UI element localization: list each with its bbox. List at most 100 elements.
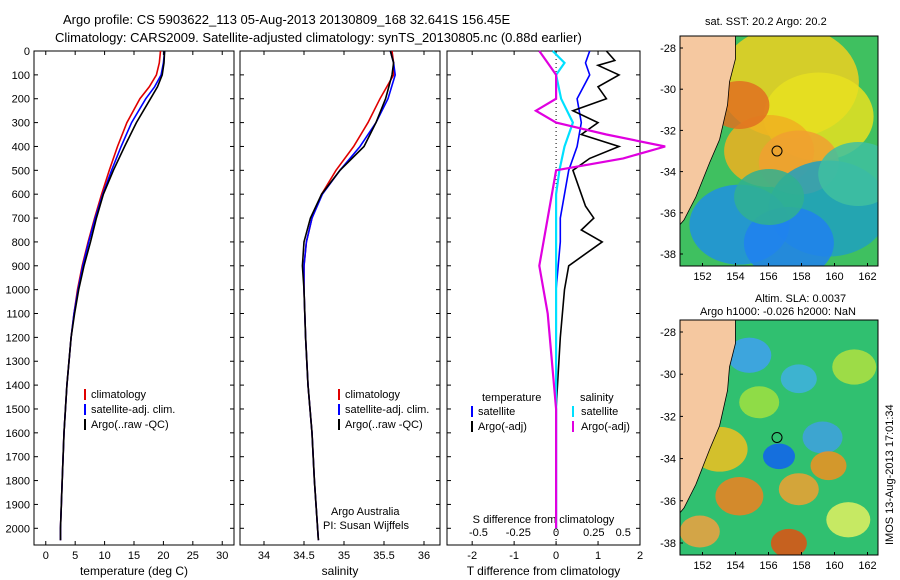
xaxis-label: salinity	[322, 564, 359, 578]
plot-frame-1	[239, 50, 441, 546]
map-ytick-label: -32	[660, 411, 676, 423]
map-xtick-label: 154	[726, 560, 744, 572]
map-xtick-label: 154	[726, 271, 744, 283]
header-line-2: Climatology: CARS2009. Satellite-adjuste…	[55, 30, 582, 45]
ytick-label: 1600	[6, 428, 30, 440]
map-blob	[680, 515, 720, 548]
ytick-label: 1200	[6, 332, 30, 344]
map-ytick-label: -30	[660, 369, 676, 381]
series-line-2	[59, 50, 166, 541]
header-line-1: Argo profile: CS 5903622_113 05-Aug-2013…	[63, 12, 511, 27]
map-xtick-label: 158	[792, 560, 810, 572]
map-land	[680, 36, 736, 226]
legend-label: Argo(-adj)	[478, 421, 527, 433]
map-bottom-title-2: Argo h1000: -0.026 h2000: NaN	[700, 306, 856, 318]
map-blob	[818, 142, 878, 206]
map-xtick-label: 160	[825, 271, 843, 283]
ytick-label: 300	[12, 118, 30, 130]
series-line-1	[555, 50, 622, 529]
ytick-label: 800	[12, 237, 30, 249]
ytick-label: 1500	[6, 404, 30, 416]
ytick-label: 100	[12, 70, 30, 82]
map-top-title: sat. SST: 20.2 Argo: 20.2	[705, 16, 827, 28]
map-inner	[680, 320, 878, 555]
xtick2-label: -0.5	[469, 527, 488, 539]
xtick-label: 5	[72, 550, 78, 562]
xaxis2-label: S difference from climatology	[473, 514, 615, 526]
map-ytick-label: -30	[660, 84, 676, 96]
xtick-label: -1	[509, 550, 519, 562]
map-blob	[778, 473, 819, 506]
map-blob	[780, 364, 817, 394]
ytick-label: 400	[12, 141, 30, 153]
map-0	[679, 35, 879, 267]
legend-label: Argo(..raw -QC)	[345, 419, 423, 431]
map-ytick-label: -36	[660, 208, 676, 220]
legend-label: satellite-adj. clim.	[345, 404, 429, 416]
ytick-label: 1800	[6, 476, 30, 488]
xaxis-label: T difference from climatology	[467, 564, 621, 578]
map-1	[679, 319, 879, 556]
xtick-label: 35.5	[373, 550, 394, 562]
map-ytick-label: -38	[660, 538, 676, 550]
map-xtick-label: 152	[693, 560, 711, 572]
xtick-label: 20	[157, 550, 169, 562]
map-blob	[802, 421, 843, 454]
map-blob	[715, 477, 764, 516]
map-blob	[734, 169, 805, 225]
xaxis-label: temperature (deg C)	[80, 564, 188, 578]
series-line-1	[303, 50, 397, 541]
map-xtick-label: 152	[693, 271, 711, 283]
xtick-label: 15	[128, 550, 140, 562]
legend-label: climatology	[345, 389, 401, 401]
map-blob	[763, 443, 795, 470]
ytick-label: 900	[12, 261, 30, 273]
legend-title: salinity	[580, 392, 614, 404]
argo-float-marker	[771, 145, 783, 157]
map-ytick-label: -34	[660, 454, 676, 466]
ytick-label: 1400	[6, 380, 30, 392]
map-frame	[679, 35, 879, 267]
legend-label: Argo(..raw -QC)	[91, 419, 169, 431]
map-ytick-label: -36	[660, 496, 676, 508]
ytick-label: 1900	[6, 499, 30, 511]
legend-title: temperature	[482, 392, 541, 404]
map-blob	[832, 349, 877, 385]
argo-float-marker	[771, 432, 783, 443]
plot-frame-0	[33, 50, 235, 546]
xtick-label: 1	[595, 550, 601, 562]
map-blob	[810, 451, 847, 481]
ytick-label: 700	[12, 213, 30, 225]
argo-australia-label: Argo Australia	[331, 506, 400, 518]
legend-label: satellite-adj. clim.	[91, 404, 175, 416]
map-ytick-label: -38	[660, 249, 676, 261]
ytick-label: 1000	[6, 285, 30, 297]
series-line-0	[59, 50, 162, 541]
xtick-label: 0	[43, 550, 49, 562]
map-blob	[727, 337, 772, 373]
ytick-label: 600	[12, 189, 30, 201]
xtick-label: 10	[98, 550, 110, 562]
ytick-label: 1700	[6, 452, 30, 464]
ytick-label: 2000	[6, 523, 30, 535]
xtick-label: 34.5	[293, 550, 314, 562]
xtick2-label: 0.25	[583, 527, 604, 539]
xtick-label: -2	[467, 550, 477, 562]
ytick-label: 0	[24, 46, 30, 58]
xtick-label: 30	[216, 550, 228, 562]
map-ytick-label: -32	[660, 125, 676, 137]
map-frame	[679, 319, 879, 556]
ytick-label: 1300	[6, 356, 30, 368]
ytick-label: 500	[12, 165, 30, 177]
xtick2-label: 0	[553, 527, 559, 539]
xtick-label: 35	[338, 550, 350, 562]
series-line-2	[551, 50, 575, 529]
xtick-label: 2	[637, 550, 643, 562]
map-xtick-label: 162	[858, 271, 876, 283]
map-xtick-label: 156	[759, 271, 777, 283]
map-inner	[680, 36, 878, 266]
xtick2-label: -0.25	[506, 527, 531, 539]
map-blob	[770, 528, 807, 555]
map-bottom-title-1: Altim. SLA: 0.0037	[755, 293, 847, 305]
xtick2-label: 0.5	[616, 527, 631, 539]
